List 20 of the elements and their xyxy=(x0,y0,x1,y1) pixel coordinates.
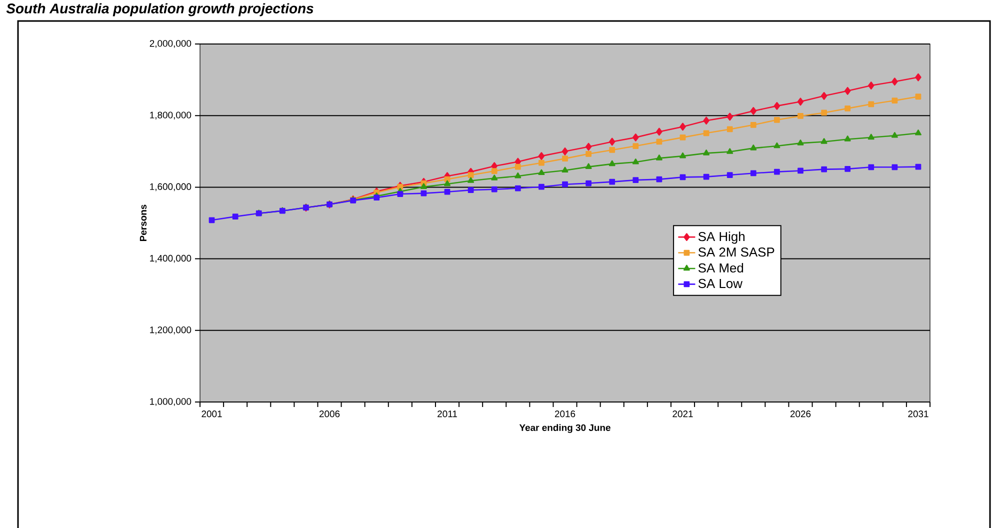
legend-label: SA High xyxy=(698,232,744,244)
x-tick-label: 2011 xyxy=(438,410,457,418)
chart-title: South Australia population growth projections xyxy=(6,3,314,16)
legend-label: SA Low xyxy=(698,278,742,288)
x-axis-title: Year ending 30 June xyxy=(519,424,610,433)
legend-label: SA Med xyxy=(698,263,744,273)
y-tick-label: 1,200,000 xyxy=(150,326,192,334)
y-axis-title: Persons xyxy=(140,204,147,242)
x-tick-label: 2031 xyxy=(908,410,928,418)
x-tick-label: 2026 xyxy=(790,410,811,418)
y-tick-label: 1,800,000 xyxy=(150,112,192,120)
x-tick-label: 2021 xyxy=(672,410,693,418)
y-tick-label: 1,000,000 xyxy=(150,398,192,406)
x-tick-label: 2001 xyxy=(202,410,222,418)
legend-label: SA 2M SASP xyxy=(698,248,774,257)
y-tick-label: 1,600,000 xyxy=(150,183,192,192)
x-tick-label: 2016 xyxy=(554,410,576,418)
x-tick-label: 2006 xyxy=(319,410,340,418)
y-tick-label: 2,000,000 xyxy=(150,40,192,48)
y-tick-label: 1,400,000 xyxy=(150,254,192,263)
